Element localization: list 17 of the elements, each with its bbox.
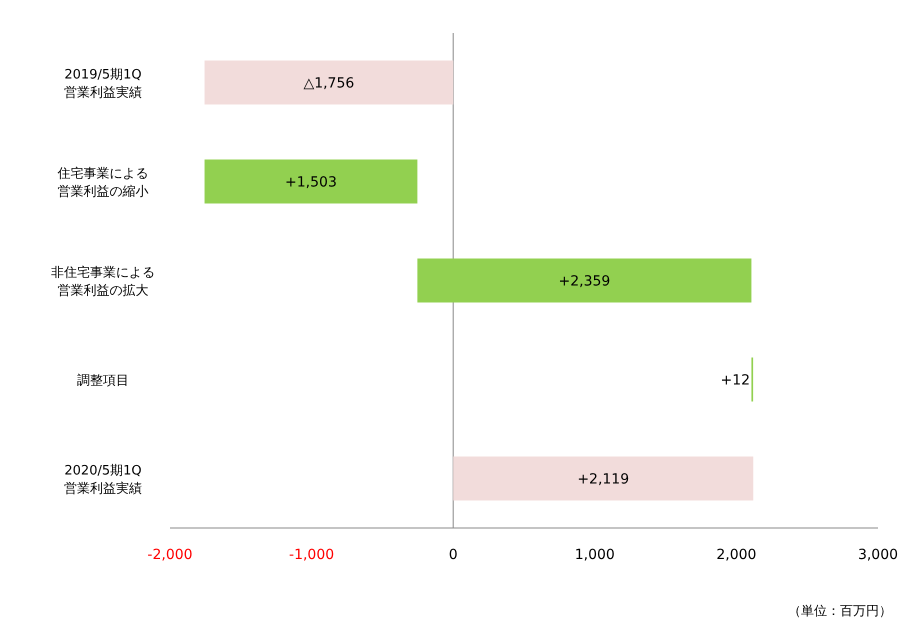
x-tick-label: -1,000 (289, 547, 334, 563)
x-tick-label: 3,000 (858, 547, 898, 563)
y-tick-label: 調整項目 (77, 374, 129, 388)
data-label: +1,503 (285, 174, 337, 190)
data-label: +12 (720, 372, 750, 388)
y-tick-label: 住宅事業による営業利益の縮小 (56, 166, 148, 200)
data-label: △1,756 (303, 76, 354, 92)
x-tick-label: 0 (448, 547, 458, 563)
x-tick-label: 1,000 (574, 547, 615, 563)
y-tick-label: 2020/5期1Q 営業利益実績 (64, 464, 142, 496)
y-tick-label: 非住宅事業による営業利益の拡大 (51, 264, 155, 298)
text: （単位：百万円） (788, 604, 892, 619)
y-tick-label: 2019/5期1Q 営業利益実績 (64, 68, 142, 100)
data-label: +2,359 (558, 274, 610, 290)
x-tick-label: 2,000 (716, 547, 756, 563)
data-label: +2,119 (577, 472, 630, 488)
x-tick-label: -2,000 (147, 547, 193, 563)
